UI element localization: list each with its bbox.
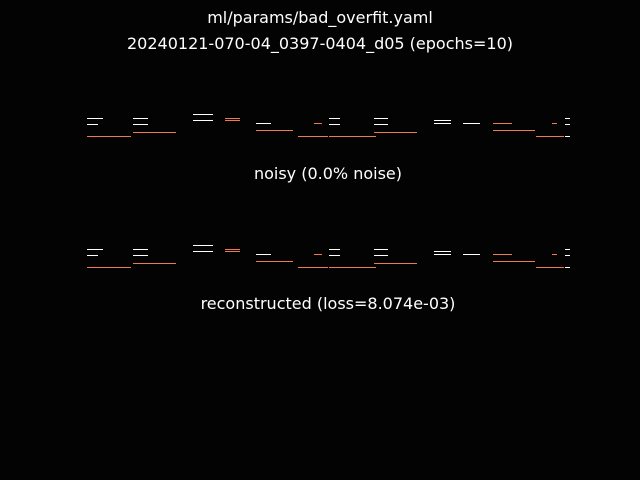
- noisy-strokes: [87, 114, 570, 137]
- reconstructed-strip-image: [86, 241, 570, 271]
- reconstructed-strip-svg: [87, 245, 570, 268]
- figure-title-path: ml/params/bad_overfit.yaml: [207, 8, 433, 27]
- figure-title-run: 20240121-070-04_0397-0404_d05 (epochs=10…: [126, 34, 513, 53]
- reconstructed-caption: reconstructed (loss=8.074e-03): [200, 294, 456, 313]
- reconstructed-strokes: [87, 245, 570, 268]
- noisy-caption: noisy (0.0% noise): [253, 164, 403, 183]
- noisy-strip-image: [86, 110, 570, 140]
- noisy-strip-svg: [87, 114, 570, 137]
